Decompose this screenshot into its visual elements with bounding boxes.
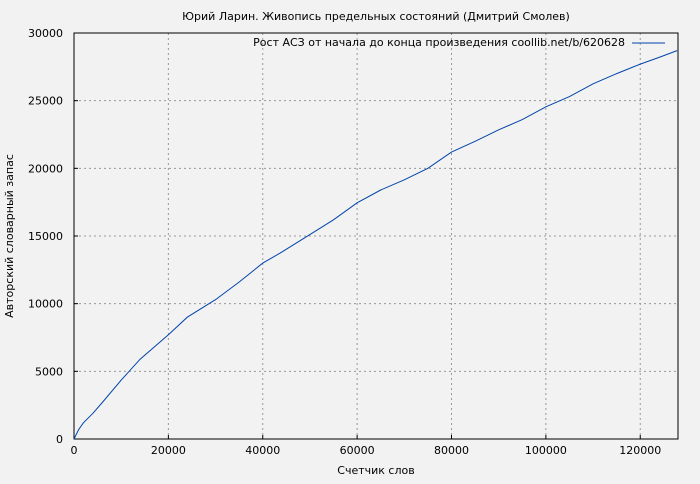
series-line [73,50,678,440]
chart-title: Юрий Ларин. Живопись предельных состояни… [182,10,570,23]
y-tick-label: 20000 [28,162,63,175]
y-tick-label: 30000 [28,27,63,40]
x-axis-label: Счетчик слов [337,464,414,477]
y-tick-label: 15000 [28,230,63,243]
x-tick-label: 80000 [434,444,469,457]
legend-label: Рост АСЗ от начала до конца произведения… [253,36,625,49]
grid [74,33,678,439]
series-group [73,50,678,440]
x-tick-label: 100000 [525,444,567,457]
y-tick-label: 5000 [35,365,63,378]
y-tick-label: 0 [56,433,63,446]
y-tick-label: 10000 [28,298,63,311]
x-tick-label: 120000 [619,444,661,457]
y-axis-label: Авторский словарный запас [3,154,16,318]
x-tick-label: 0 [71,444,78,457]
x-tick-label: 40000 [245,444,280,457]
ticks: 0 20000 40000 60000 80000 100000 120000 0 5000 10… [28,27,661,457]
x-tick-label: 60000 [340,444,375,457]
legend: Рост АСЗ от начала до конца произведения… [253,36,665,49]
y-tick-label: 25000 [28,95,63,108]
x-tick-label: 20000 [151,444,186,457]
